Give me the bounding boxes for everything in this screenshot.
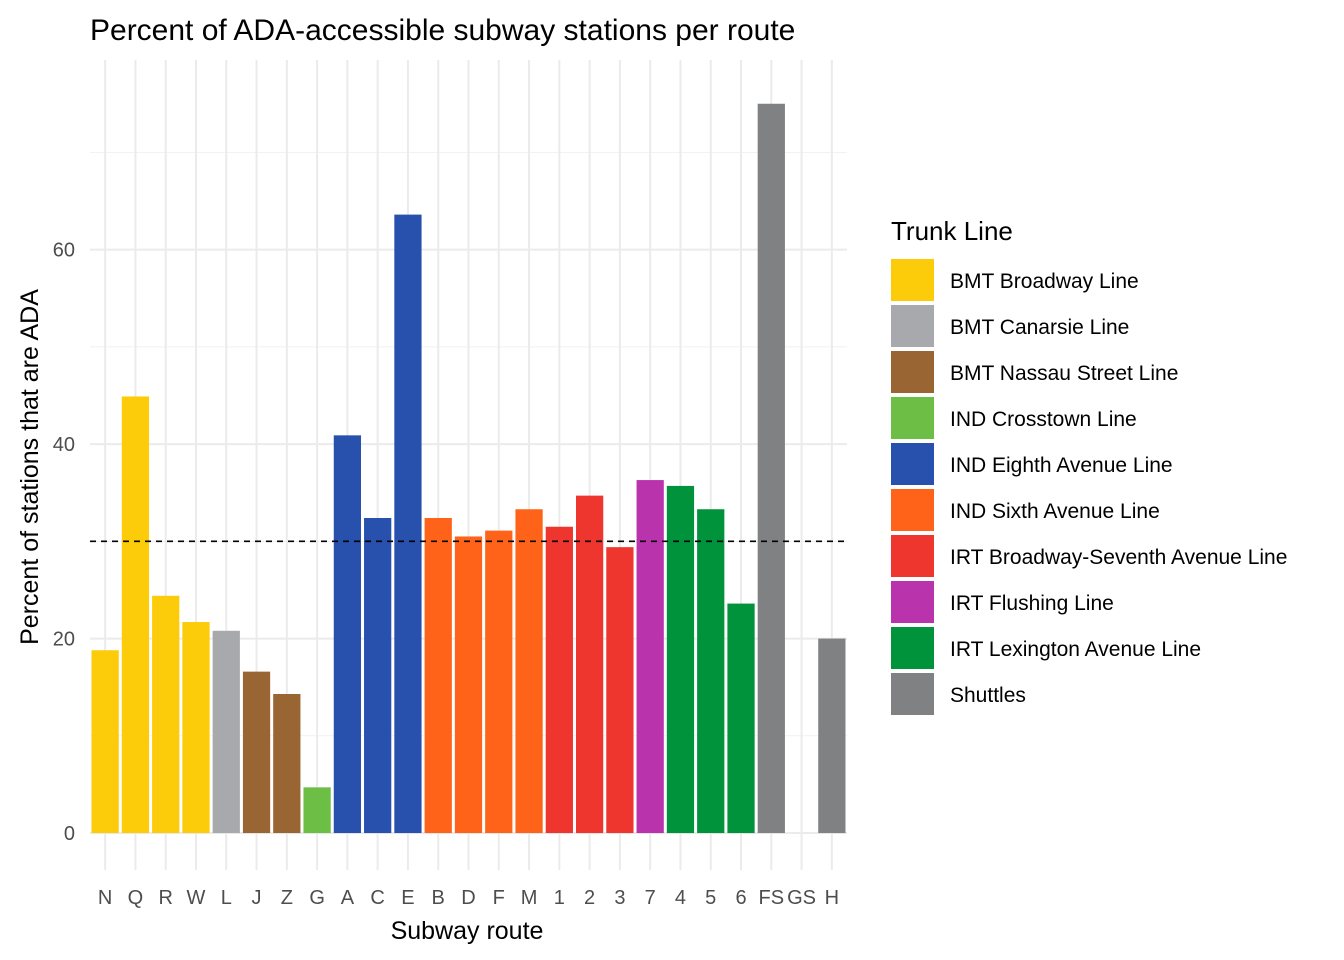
y-tick-label: 0 <box>64 823 75 845</box>
legend-label: BMT Canarsie Line <box>950 316 1129 339</box>
legend-swatch <box>891 627 934 669</box>
bar-j <box>242 671 271 834</box>
x-tick-label: C <box>370 887 384 909</box>
bar-a <box>333 435 362 834</box>
legend-label: IRT Broadway-Seventh Avenue Line <box>950 546 1287 569</box>
legend-label: BMT Nassau Street Line <box>950 362 1178 385</box>
legend-swatch <box>891 443 934 485</box>
x-tick-label: 7 <box>645 887 656 909</box>
y-tick-labels: 0 20 40 60 <box>53 240 75 845</box>
bar-m <box>515 509 543 834</box>
legend-label: IRT Flushing Line <box>950 592 1114 615</box>
bar-layer <box>91 103 846 834</box>
legend-label: IRT Lexington Avenue Line <box>950 638 1201 661</box>
bar-g <box>303 787 331 834</box>
bar-fs <box>757 103 785 834</box>
y-tick-label: 60 <box>53 240 75 262</box>
x-tick-label: FS <box>759 887 785 909</box>
legend-swatch <box>891 259 934 301</box>
legend-swatch <box>891 305 934 347</box>
y-tick-label: 20 <box>53 629 75 651</box>
bar-n <box>91 650 119 834</box>
bar-h <box>818 638 846 834</box>
chart-title: Percent of ADA-accessible subway station… <box>90 14 795 47</box>
legend-swatch <box>891 673 934 715</box>
x-tick-label: 2 <box>584 887 595 909</box>
legend-swatch <box>891 397 934 439</box>
x-tick-label: H <box>825 887 839 909</box>
x-tick-label: E <box>401 887 414 909</box>
legend-swatch <box>891 535 934 577</box>
x-tick-label: N <box>98 887 112 909</box>
bar-2 <box>575 495 604 834</box>
x-tick-label: J <box>252 887 262 909</box>
x-tick-label: W <box>187 887 206 909</box>
bar-w <box>182 622 210 834</box>
x-tick-label: R <box>158 887 172 909</box>
bar-1 <box>545 526 573 834</box>
bar-5 <box>697 509 725 834</box>
x-tick-label: 5 <box>705 887 716 909</box>
x-tick-label: M <box>521 887 538 909</box>
x-tick-label: 3 <box>614 887 625 909</box>
x-tick-label: Q <box>128 887 144 909</box>
bar-r <box>152 595 180 834</box>
bar-l <box>212 630 240 834</box>
x-tick-label: F <box>493 887 505 909</box>
legend-swatch <box>891 581 934 623</box>
x-tick-label: A <box>341 887 355 909</box>
x-tick-label: D <box>461 887 475 909</box>
x-tick-label: B <box>432 887 445 909</box>
bar-c <box>364 517 392 834</box>
bar-4 <box>666 485 695 834</box>
legend-label: IND Eighth Avenue Line <box>950 454 1173 477</box>
bar-e <box>394 214 422 834</box>
legend-title: Trunk Line <box>891 216 1013 246</box>
x-tick-label: 4 <box>675 887 686 909</box>
legend-swatch <box>891 351 934 393</box>
legend-label: IND Sixth Avenue Line <box>950 500 1160 523</box>
x-tick-label: GS <box>787 887 816 909</box>
bar-3 <box>606 547 634 834</box>
legend-label: Shuttles <box>950 684 1026 707</box>
legend-label: BMT Broadway Line <box>950 270 1139 293</box>
x-tick-label: G <box>309 887 325 909</box>
bar-7 <box>636 480 664 834</box>
bar-f <box>485 530 513 834</box>
bar-d <box>454 536 483 834</box>
bar-q <box>121 396 150 834</box>
bar-6 <box>727 603 755 834</box>
x-tick-label: 6 <box>735 887 746 909</box>
legend-swatch <box>891 489 934 531</box>
x-tick-label: L <box>221 887 232 909</box>
y-axis-title: Percent of stations that are ADA <box>16 289 44 645</box>
legend-label: IND Crosstown Line <box>950 408 1137 431</box>
x-tick-label: Z <box>281 887 293 909</box>
bar-z <box>273 693 301 834</box>
legend: Trunk Line BMT Broadway Line BMT Canarsie… <box>891 216 1287 715</box>
y-tick-label: 40 <box>53 434 75 456</box>
x-tick-label: 1 <box>554 887 565 909</box>
x-tick-labels: N Q R W L J Z G A C E B D F M 1 2 3 7 4 5 6 FS GS H <box>98 887 839 909</box>
x-axis-title: Subway route <box>391 917 544 945</box>
bar-b <box>424 517 452 834</box>
